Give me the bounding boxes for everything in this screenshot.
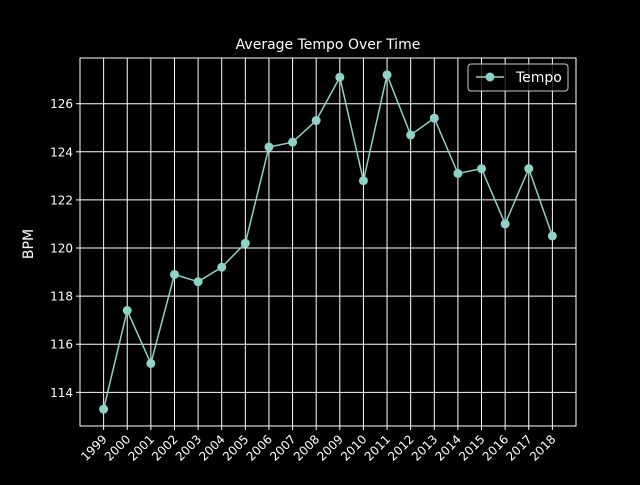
y-tick-label: 114 [50, 386, 73, 400]
data-point [358, 176, 368, 186]
y-tick-label: 124 [50, 145, 73, 159]
data-point [169, 269, 179, 279]
data-point [547, 231, 557, 241]
data-point [406, 130, 416, 140]
y-tick-label: 120 [50, 242, 73, 256]
y-tick-label: 116 [50, 338, 73, 352]
chart-title: Average Tempo Over Time [236, 37, 421, 53]
data-point [500, 219, 510, 229]
data-point [264, 142, 274, 152]
data-point [311, 116, 321, 126]
data-point [146, 358, 156, 368]
data-point [524, 164, 534, 174]
y-tick-label: 122 [50, 193, 73, 207]
data-point [122, 306, 132, 316]
data-point [382, 70, 392, 80]
data-point [477, 164, 487, 174]
data-point [240, 238, 250, 248]
legend: Tempo [467, 63, 569, 92]
data-point [288, 137, 298, 147]
legend-box [467, 63, 569, 92]
series-layer [99, 70, 557, 414]
legend-label-tempo: Tempo [515, 70, 562, 86]
plot-frame [79, 57, 577, 427]
data-point [335, 72, 345, 82]
y-axis: 114 116 118 120 122 124 126 [50, 97, 80, 400]
legend-marker [485, 72, 495, 82]
data-point [217, 262, 227, 272]
grid [80, 58, 576, 426]
y-tick-label: 118 [50, 290, 73, 304]
y-axis-label: BPM [21, 229, 37, 259]
data-point [99, 404, 109, 414]
y-tick-label: 126 [50, 97, 73, 111]
data-point [453, 168, 463, 178]
data-point [429, 113, 439, 123]
data-point [193, 277, 203, 287]
